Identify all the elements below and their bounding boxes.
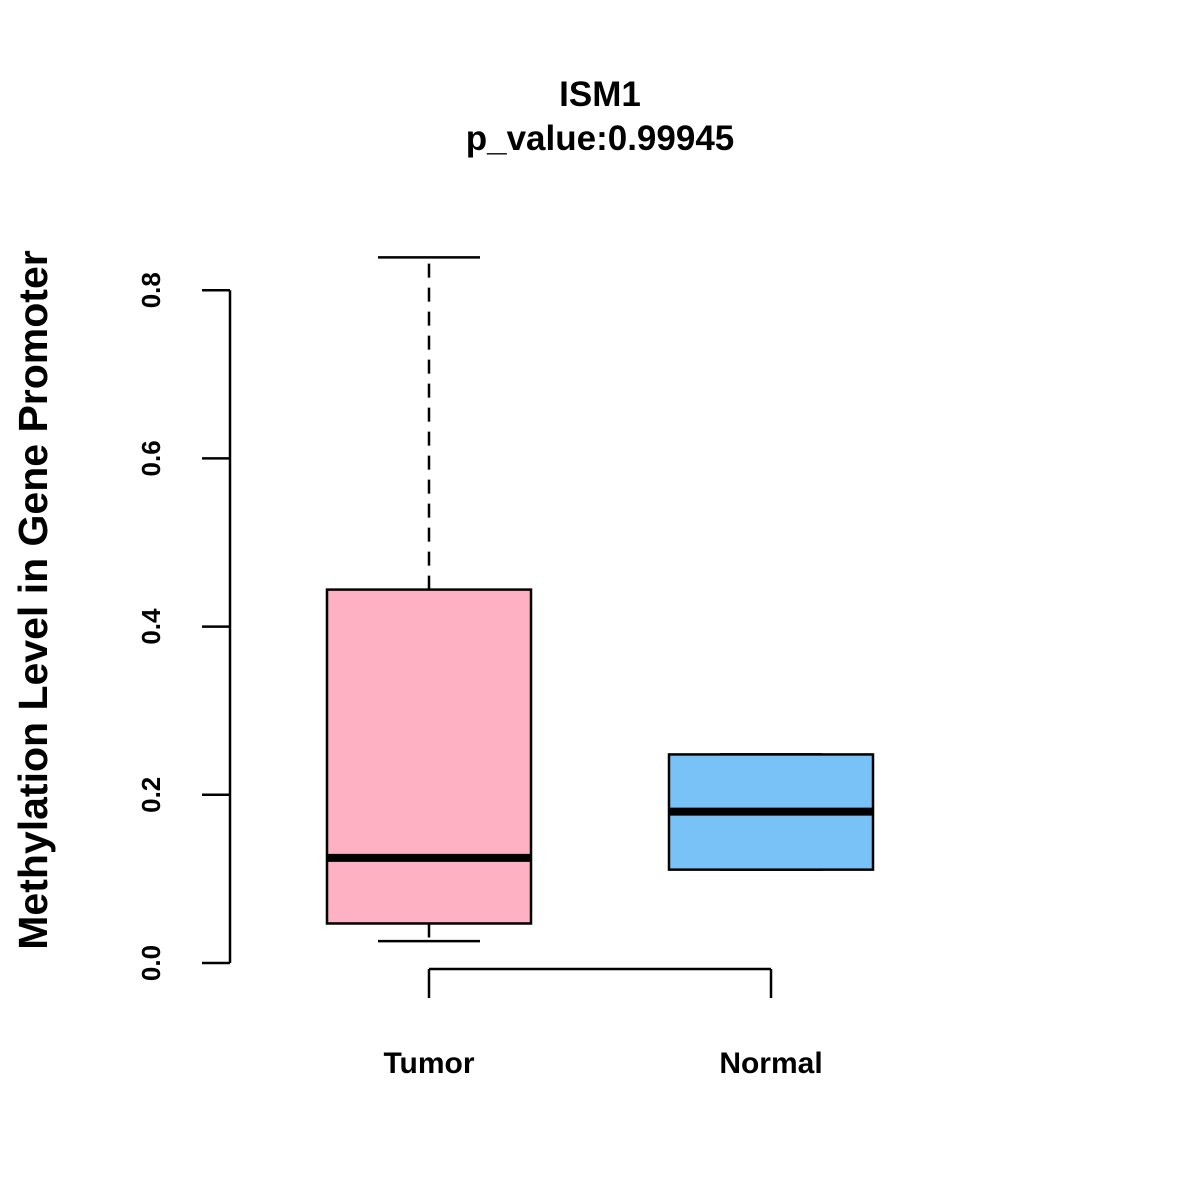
- x-tick-label: Normal: [719, 1047, 822, 1080]
- y-tick-label: 0.8: [136, 272, 166, 308]
- chart-title: ISM1: [559, 75, 641, 114]
- y-axis-title: Methylation Level in Gene Promoter: [10, 250, 56, 949]
- iqr-box: [325, 588, 533, 925]
- chart-subtitle: p_value:0.99945: [466, 119, 735, 158]
- y-tick-label: 0.0: [136, 945, 166, 981]
- y-axis: 0.0 0.2 0.4 0.6 0.8: [136, 272, 232, 981]
- x-axis: Tumor Normal: [383, 967, 823, 1080]
- y-tick-label: 0.6: [136, 440, 166, 476]
- y-tick-label: 0.4: [136, 608, 166, 645]
- y-tick-label: 0.2: [136, 777, 166, 813]
- x-tick-label: Tumor: [383, 1047, 474, 1080]
- box-normal: [667, 753, 875, 871]
- boxes-group: [325, 256, 875, 943]
- box-tumor: [325, 256, 533, 943]
